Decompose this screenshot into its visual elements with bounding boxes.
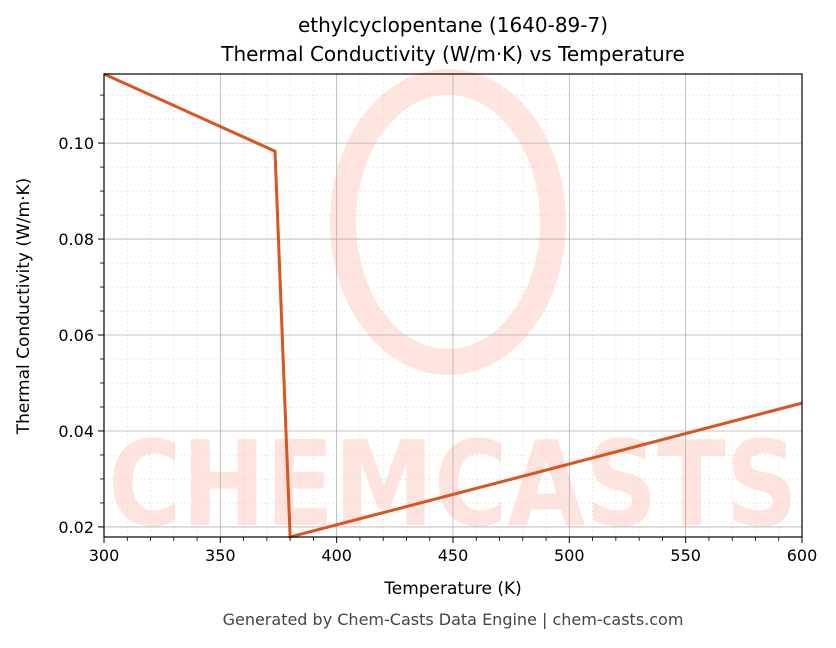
y-tick-label: 0.02 [58, 518, 94, 537]
chart-title: ethylcyclopentane (1640-89-7) [298, 13, 608, 37]
x-axis-label: Temperature (K) [383, 579, 522, 599]
y-tick-label: 0.08 [58, 230, 94, 249]
y-tick-label: 0.04 [58, 422, 94, 441]
x-tick-label: 450 [438, 546, 469, 565]
data-line [104, 72, 802, 539]
y-tick-label: 0.10 [58, 134, 94, 153]
x-tick-label: 350 [205, 546, 236, 565]
footer: Generated by Chem-Casts Data Engine | ch… [223, 610, 684, 629]
x-tick-label: 600 [787, 546, 818, 565]
y-axis-label: Thermal Conductivity (W/m·K) [14, 178, 34, 436]
watermark-logo [330, 69, 566, 375]
x-tick-label: 400 [321, 546, 352, 565]
y-tick-label: 0.06 [58, 326, 94, 345]
x-tick-label: 500 [554, 546, 585, 565]
plot-frame [103, 73, 803, 538]
x-tick-label: 300 [89, 546, 120, 565]
x-tick-label: 550 [670, 546, 701, 565]
chart-title: Thermal Conductivity (W/m·K) vs Temperat… [220, 42, 685, 66]
